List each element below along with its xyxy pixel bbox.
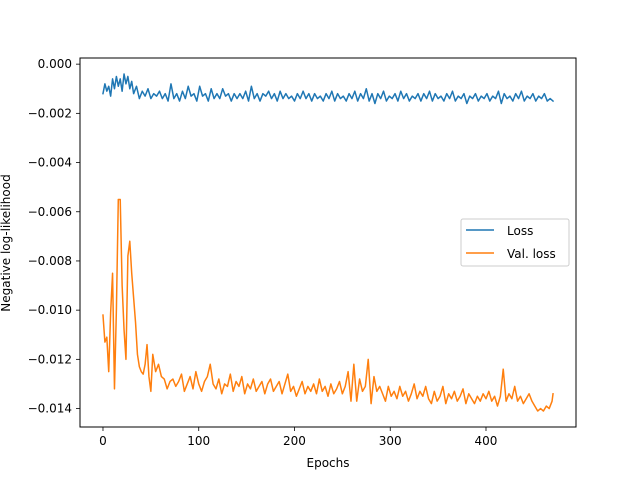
series-line-loss — [102, 73, 555, 105]
x-axis-ticks: 0 100 200 300 400 — [99, 427, 497, 448]
x-tick-label: 200 — [283, 434, 306, 448]
plot-lines — [102, 73, 555, 412]
y-tick-label: −0.010 — [28, 303, 72, 317]
x-tick-label: 0 — [99, 434, 107, 448]
y-tick-label: −0.006 — [28, 205, 72, 219]
y-tick-label: −0.002 — [28, 106, 72, 120]
y-axis-label: Negative log-likelihood — [0, 174, 13, 311]
legend-label-loss: Loss — [507, 224, 533, 238]
y-tick-label: 0.000 — [38, 57, 72, 71]
axes-frame — [79, 57, 577, 428]
x-tick-label: 100 — [187, 434, 210, 448]
legend-label-val-loss: Val. loss — [507, 247, 556, 261]
series-line-val-loss — [102, 198, 554, 412]
y-tick-label: −0.012 — [28, 352, 72, 366]
y-tick-label: −0.008 — [28, 254, 72, 268]
x-tick-label: 300 — [379, 434, 402, 448]
y-tick-label: −0.004 — [28, 156, 72, 170]
y-tick-label: −0.014 — [28, 402, 72, 416]
x-tick-label: 400 — [475, 434, 498, 448]
x-axis-label: Epochs — [307, 456, 350, 470]
legend: Loss Val. loss — [460, 218, 570, 267]
y-axis-ticks: 0.000 −0.002 −0.004 −0.006 −0.008 −0.010 −0.01… — [28, 57, 80, 416]
